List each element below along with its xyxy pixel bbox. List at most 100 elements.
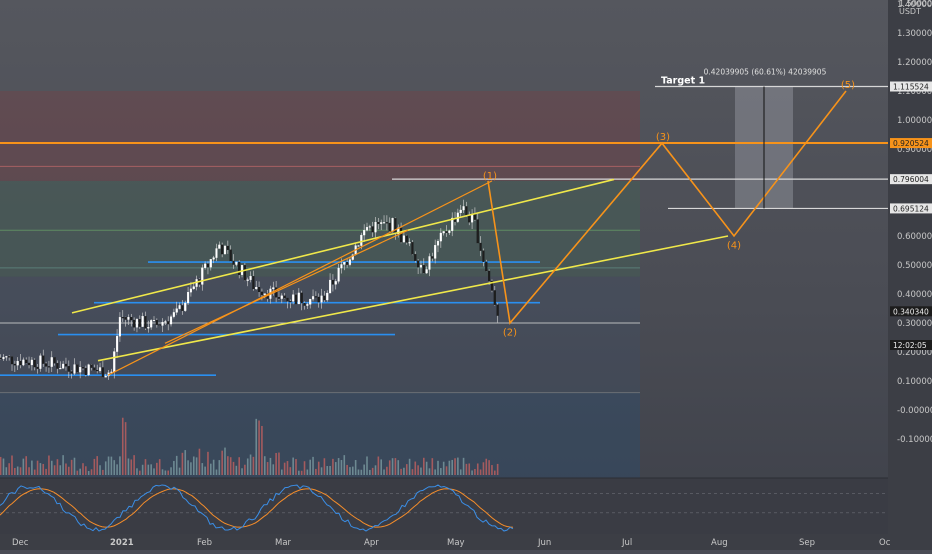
volume-bar xyxy=(343,455,346,475)
channel-lower-line[interactable] xyxy=(97,235,729,362)
volume-bar xyxy=(25,456,27,475)
candle xyxy=(42,355,45,364)
volume-bar xyxy=(110,456,113,475)
candle xyxy=(110,371,113,373)
volume-bar xyxy=(201,463,204,475)
volume-bar xyxy=(192,456,195,475)
volume-bar xyxy=(141,464,144,475)
candle xyxy=(320,295,323,303)
volume-bar xyxy=(144,459,147,475)
volume-bar xyxy=(312,456,314,475)
candle xyxy=(385,222,388,224)
candle xyxy=(113,351,116,373)
candle xyxy=(158,324,161,326)
wave-label-4[interactable]: (4) xyxy=(727,241,741,252)
volume-bar xyxy=(496,463,499,475)
volume-bar xyxy=(363,464,365,475)
volume-bar xyxy=(448,460,451,475)
volume-bar xyxy=(357,469,360,475)
wave-label-1[interactable]: (1) xyxy=(483,171,497,182)
time-tick-label: Oc xyxy=(879,538,891,548)
candle xyxy=(317,296,320,303)
volume-bar xyxy=(485,458,488,475)
candle xyxy=(22,359,25,366)
elliott-wave-path[interactable] xyxy=(487,90,847,325)
candle xyxy=(67,366,70,372)
volume-bar xyxy=(2,458,5,475)
orange-trend-line-1[interactable] xyxy=(107,180,493,376)
candle xyxy=(465,206,468,216)
candle xyxy=(73,364,76,374)
volume-bar xyxy=(238,457,240,475)
candle xyxy=(434,245,437,259)
target-title[interactable]: Target 1 xyxy=(661,76,705,87)
candle xyxy=(476,219,479,244)
candle xyxy=(167,321,170,325)
volume-bar xyxy=(229,457,232,475)
volume-bar xyxy=(22,458,25,475)
candle xyxy=(235,261,238,265)
candle xyxy=(246,279,249,281)
candle xyxy=(297,292,300,305)
candle xyxy=(164,321,167,323)
candle xyxy=(411,242,414,255)
volume-bar xyxy=(360,469,363,475)
volume-bar xyxy=(107,456,110,475)
candle xyxy=(33,359,36,368)
candle xyxy=(201,267,204,285)
candle xyxy=(445,231,448,233)
candle xyxy=(471,214,474,223)
candle xyxy=(346,262,349,265)
wave-label-3[interactable]: (3) xyxy=(656,132,670,143)
volume-bar xyxy=(440,468,442,475)
candle xyxy=(329,279,332,294)
candle xyxy=(493,290,496,305)
volume-bar xyxy=(366,456,368,475)
volume-bar xyxy=(87,470,90,475)
candle xyxy=(226,245,229,250)
volume-bar xyxy=(309,459,311,475)
volume-bar xyxy=(187,460,189,475)
price-axis[interactable] xyxy=(888,0,932,550)
stoch-k-line xyxy=(0,484,514,532)
volume-bar xyxy=(346,464,348,475)
candle xyxy=(292,294,295,302)
orange-trend-line-2[interactable] xyxy=(164,229,409,344)
volume-bar xyxy=(150,464,152,475)
candle xyxy=(408,242,411,244)
volume-bar xyxy=(246,458,249,475)
volume-bar xyxy=(258,420,260,475)
candle xyxy=(249,276,252,280)
candle xyxy=(229,249,232,262)
channel-upper-line[interactable] xyxy=(71,178,615,314)
candle xyxy=(238,261,241,275)
time-axis[interactable] xyxy=(0,534,932,550)
target-measure-label: 0.42039905 (60.61%) 42039905 xyxy=(704,68,827,77)
volume-bar xyxy=(190,462,192,475)
candle xyxy=(462,206,465,211)
volume-bar xyxy=(50,460,53,475)
volume-bar xyxy=(11,455,13,475)
volume-bar xyxy=(286,461,289,475)
candle xyxy=(87,364,90,376)
volume-bar xyxy=(85,466,87,475)
candle xyxy=(175,308,178,313)
candle xyxy=(62,363,65,369)
candle xyxy=(286,297,289,302)
candle xyxy=(243,265,246,281)
wave-label-2[interactable]: (2) xyxy=(503,328,517,339)
volume-bar xyxy=(167,470,169,475)
volume-bar xyxy=(252,456,255,475)
candle xyxy=(221,244,224,255)
candle xyxy=(371,226,374,233)
volume-bar xyxy=(329,465,331,475)
candle xyxy=(337,267,340,282)
candle xyxy=(27,362,31,366)
volume-bar xyxy=(315,468,317,475)
volume-bar xyxy=(178,467,181,475)
time-tick-label: Apr xyxy=(364,538,379,548)
candle xyxy=(96,369,99,372)
wave-label-5[interactable]: (5) xyxy=(841,80,855,91)
candle xyxy=(101,367,104,378)
